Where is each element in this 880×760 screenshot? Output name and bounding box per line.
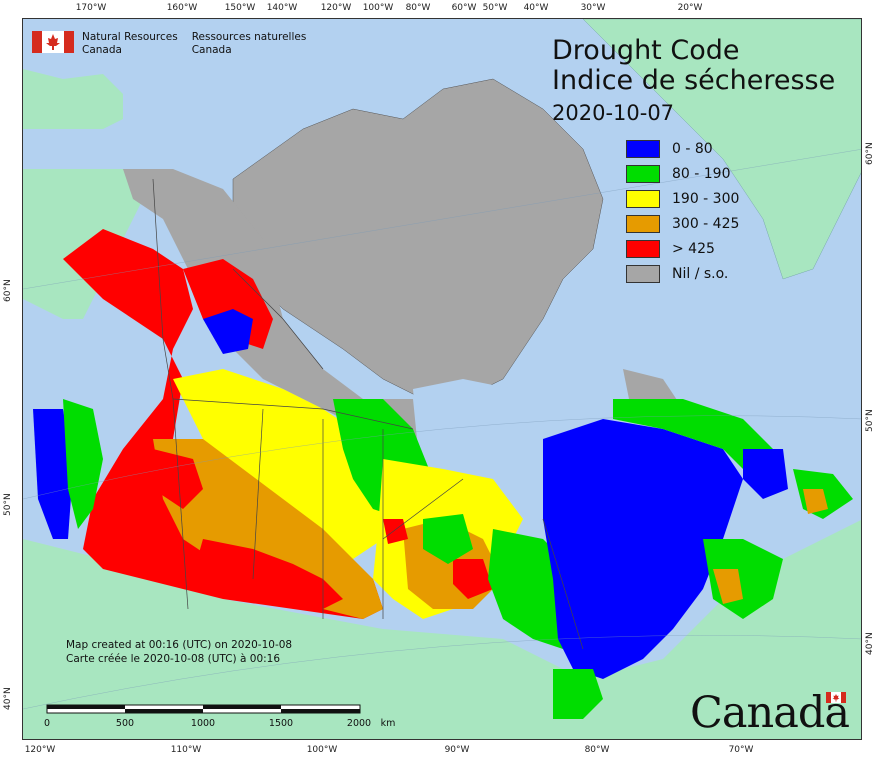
credit-english: Map created at 00:16 (UTC) on 2020-10-08: [66, 639, 293, 651]
ontario-red: [453, 559, 493, 599]
tick-top: 170°W: [75, 3, 107, 13]
scale-unit: km: [380, 718, 396, 729]
tick-top: 160°W: [166, 3, 198, 13]
scale-label: 1500: [268, 718, 294, 729]
drought-map: [23, 19, 861, 739]
tick-left: 60°N: [3, 279, 13, 302]
usa: [23, 520, 861, 739]
tick-bottom: 100°W: [306, 745, 338, 755]
legend-swatch: [626, 264, 660, 283]
west-coast-blue: [33, 409, 73, 539]
legend-label: 0 - 80: [672, 140, 713, 157]
legend-swatch: [626, 164, 660, 183]
tick-top: 20°W: [677, 3, 703, 13]
agency-en-line1: Natural Resources: [82, 31, 178, 43]
credit-french: Carte créée le 2020-10-08 (UTC) à 00:16: [66, 653, 281, 665]
tick-top: 30°W: [580, 3, 606, 13]
scale-label: 0: [43, 718, 51, 729]
legend-swatch: [626, 189, 660, 208]
wordmark-flag-icon: [826, 692, 846, 703]
agency-signature: Natural Resources Canada Ressources natu…: [32, 31, 320, 57]
legend-swatch: [626, 239, 660, 258]
tick-right: 40°N: [865, 632, 875, 655]
scale-label: 500: [115, 718, 135, 729]
scale-label: 2000: [346, 718, 372, 729]
tick-top: 100°W: [362, 3, 394, 13]
maritimes-orange: [713, 569, 743, 604]
tick-top: 150°W: [224, 3, 256, 13]
alaska: [23, 69, 123, 129]
southern-ontario: [553, 669, 603, 719]
tick-bottom: 90°W: [444, 745, 470, 755]
map-date: 2020-10-07: [552, 101, 675, 125]
legend-label: 300 - 425: [672, 215, 740, 232]
graticule: [23, 149, 861, 710]
tick-bottom: 80°W: [584, 745, 610, 755]
legend-item: 0 - 80: [626, 136, 739, 161]
west-coast-green: [63, 399, 103, 529]
prairie-orange: [153, 439, 383, 619]
quebec-green-north: [613, 399, 773, 479]
legend-item: > 425: [626, 236, 739, 261]
east-blue: [743, 449, 788, 499]
map-title: Drought Code Indice de sécheresse 2020-1…: [552, 36, 835, 128]
tick-top: 50°W: [482, 3, 508, 13]
legend-label: Nil / s.o.: [672, 265, 729, 282]
legend-label: 190 - 300: [672, 190, 740, 207]
north-nodata: [123, 169, 418, 449]
tick-top: 140°W: [266, 3, 298, 13]
agency-french: Ressources naturelles Canada: [192, 31, 307, 57]
nwt-yellow: [173, 369, 423, 559]
legend-label: > 425: [672, 240, 715, 257]
legend-item: 300 - 425: [626, 211, 739, 236]
legend-item: 190 - 300: [626, 186, 739, 211]
ontario-green: [423, 514, 473, 564]
map-credit: Map created at 00:16 (UTC) on 2020-10-08…: [66, 638, 292, 666]
agency-fr-line1: Ressources naturelles: [191, 31, 307, 43]
legend-label: 80 - 190: [672, 165, 731, 182]
tick-top: 60°W: [451, 3, 477, 13]
tick-top: 40°W: [523, 3, 549, 13]
title-english: Drought Code: [552, 35, 740, 66]
legend: 0 - 80 80 - 190 190 - 300 300 - 425 > 42…: [626, 136, 739, 286]
quebec-blue: [543, 419, 743, 679]
tick-right: 50°N: [865, 409, 875, 432]
tick-top: 120°W: [320, 3, 352, 13]
scale-label: 1000: [190, 718, 216, 729]
tick-right: 60°N: [865, 142, 875, 165]
legend-item: 80 - 190: [626, 161, 739, 186]
nfld-orange: [803, 489, 828, 514]
tick-bottom: 70°W: [728, 745, 754, 755]
tick-bottom: 120°W: [24, 745, 56, 755]
west-red: [63, 229, 383, 619]
province-borders: [152, 178, 584, 650]
legend-swatch: [626, 214, 660, 233]
tick-left: 40°N: [3, 687, 13, 710]
map-canvas: [22, 18, 862, 740]
tick-top: 80°W: [405, 3, 431, 13]
arctic-archipelago: [232, 78, 604, 400]
legend-item: Nil / s.o.: [626, 261, 739, 286]
scale-bar: [46, 704, 361, 714]
prairie-red: [193, 539, 343, 609]
agency-english: Natural Resources Canada: [82, 31, 178, 57]
canada-flag-icon: [32, 31, 74, 53]
canada-wordmark: Canada: [690, 688, 850, 738]
agency-en-line2: Canada: [82, 44, 122, 56]
title-french: Indice de sécheresse: [552, 65, 836, 96]
greenland: [582, 19, 861, 280]
blue-north: [203, 309, 253, 354]
tick-left: 50°N: [3, 493, 13, 516]
tick-bottom: 110°W: [170, 745, 202, 755]
legend-swatch: [626, 139, 660, 158]
agency-fr-line2: Canada: [191, 44, 232, 56]
